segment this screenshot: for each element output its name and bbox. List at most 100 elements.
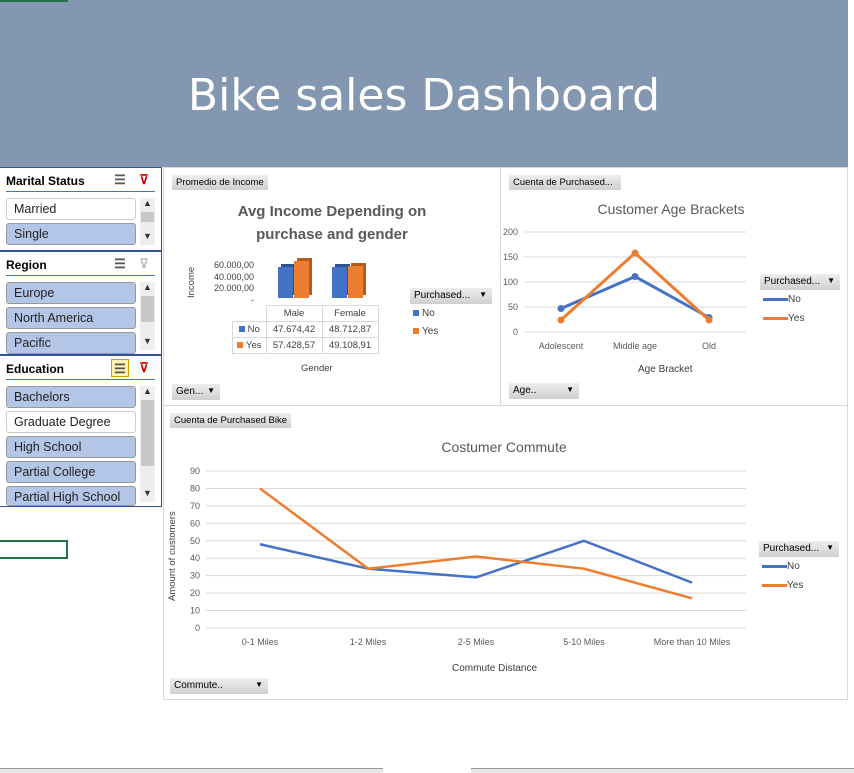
active-cell[interactable] — [0, 540, 68, 559]
slicer-item-partial-high-school[interactable]: Partial High School — [6, 486, 136, 506]
slicer-title: Marital Status — [6, 174, 85, 188]
scroll-up-icon[interactable]: ▲ — [143, 386, 152, 396]
x-tick-label: 2-5 Miles — [458, 637, 495, 647]
slicer-item-pacific[interactable]: Pacific — [6, 332, 136, 354]
data-point — [631, 249, 639, 257]
x-tick-label: More than 10 Miles — [654, 637, 731, 647]
x-tick-label: 0-1 Miles — [242, 637, 279, 647]
slicer-item-europe[interactable]: Europe — [6, 282, 136, 304]
y-tick-label: 40 — [190, 553, 200, 563]
data-point — [557, 305, 565, 312]
scroll-down-icon[interactable]: ▼ — [143, 336, 152, 346]
slicer-education: Education ☰ ⊽ Bachelors Graduate Degree … — [0, 355, 162, 507]
dashboard-title: Bike sales Dashboard — [187, 70, 661, 121]
legend-item-yes: Yes — [763, 313, 804, 324]
value-field-button[interactable]: Promedio de Income — [172, 175, 268, 190]
bar-plot-area — [262, 254, 382, 304]
scroll-down-icon[interactable]: ▼ — [143, 488, 152, 498]
slicer-header: Marital Status ☰ ⊽ — [6, 168, 155, 192]
y-tick: - — [251, 294, 254, 305]
chart-title: Customer Age Brackets — [597, 201, 745, 217]
scrollbar[interactable]: ▲ ▼ — [140, 386, 155, 502]
y-tick-label: 10 — [190, 606, 200, 616]
bar-male-no — [278, 267, 293, 298]
axis-filter-dropdown[interactable]: Commute.. ▼ — [170, 678, 268, 694]
value-field-button[interactable]: Cuenta de Purchased Bike — [170, 413, 292, 428]
y-axis-label: Income — [186, 266, 197, 298]
bar-female-yes — [348, 266, 363, 298]
commute-line-chart: 0 10 20 30 40 50 60 70 80 90 0-1 Miles 1-2 Miles 2-5… — [190, 466, 746, 647]
x-tick-label: 1-2 Miles — [350, 637, 387, 647]
category-label: Female — [321, 305, 379, 322]
slicer-item-partial-college[interactable]: Partial College — [6, 461, 136, 483]
y-tick-label: 20 — [190, 588, 200, 598]
series-line-yes — [559, 250, 711, 322]
scroll-up-icon[interactable]: ▲ — [143, 282, 152, 292]
y-tick-label: 0 — [513, 327, 518, 337]
legend-item-no: No — [413, 308, 435, 319]
axis-filter-dropdown[interactable]: Age.. ▼ — [509, 383, 579, 399]
scroll-down-icon[interactable]: ▼ — [143, 231, 152, 241]
legend-filter-dropdown[interactable]: Purchased... ▼ — [759, 541, 839, 557]
slicer-region: Region ☰ ⊽ Europe North America Pacific … — [0, 251, 162, 355]
y-tick: 60.000,00 — [213, 260, 254, 270]
scrollbar[interactable]: ▲ ▼ — [140, 282, 155, 350]
slicer-marital-status: Marital Status ☰ ⊽ Married Single ▲ ▼ — [0, 167, 162, 251]
legend-item-no: No — [762, 561, 800, 572]
slicer-item-single[interactable]: Single — [6, 223, 136, 245]
slicer-item-north-america[interactable]: North America — [6, 307, 136, 329]
value-field-button[interactable]: Cuenta de Purchased... — [509, 175, 621, 190]
y-axis-label: Amount of customers — [167, 511, 178, 601]
slicer-item-high-school[interactable]: High School — [6, 436, 136, 458]
data-value: 57.428,57 — [265, 337, 323, 354]
income-chart-panel: Promedio de Income Avg Income Depending … — [163, 167, 501, 406]
scroll-up-icon[interactable]: ▲ — [143, 198, 152, 208]
sheet-scrollbar[interactable] — [0, 768, 383, 773]
legend-filter-dropdown[interactable]: Purchased... ▼ — [410, 288, 492, 304]
clear-filter-icon[interactable]: ⊽ — [139, 172, 149, 187]
slicer-item-graduate-degree[interactable]: Graduate Degree — [6, 411, 136, 433]
legend-filter-dropdown[interactable]: Purchased... ▼ — [760, 274, 840, 290]
slicer-title: Education — [6, 362, 65, 376]
x-tick-label: Middle age — [613, 341, 657, 351]
commute-chart-panel: Cuenta de Purchased Bike 0 10 20 30 40 50 60 70… — [163, 405, 848, 700]
series-line-no — [560, 274, 710, 319]
x-axis-label: Age Bracket — [638, 364, 693, 375]
selected-cell-indicator — [0, 0, 68, 2]
data-value: 49.108,91 — [321, 337, 379, 354]
series-line-no — [259, 539, 693, 584]
x-tick-label: Adolescent — [539, 341, 584, 351]
y-tick-label: 200 — [503, 227, 518, 237]
bar-male-yes — [294, 260, 309, 298]
clear-filter-icon[interactable]: ⊽ — [139, 360, 149, 375]
horizontal-scrollbar[interactable] — [471, 768, 854, 773]
y-tick-label: 60 — [190, 518, 200, 528]
y-tick-label: 30 — [190, 571, 200, 581]
bar-female-no — [332, 266, 347, 298]
data-table: Male Female No 47.674,42 48.712,87 Yes 57.42… — [232, 305, 379, 354]
y-tick-label: 150 — [503, 252, 518, 262]
y-tick-label: 90 — [190, 466, 200, 476]
multi-select-icon[interactable]: ☰ — [111, 359, 129, 377]
scrollbar[interactable]: ▲ ▼ — [140, 198, 155, 245]
axis-filter-dropdown[interactable]: Gen... ▼ — [172, 384, 220, 400]
multi-select-icon[interactable]: ☰ — [114, 256, 126, 271]
data-value: 48.712,87 — [321, 321, 379, 338]
y-axis-ticks: 60.000,00 40.000,00 20.000,00 - — [206, 260, 254, 306]
chart-title: Costumer Commute — [441, 439, 567, 455]
x-axis-label: Commute Distance — [452, 663, 538, 674]
data-point — [631, 273, 639, 280]
y-tick-label: 50 — [190, 536, 200, 546]
legend-item-yes: Yes — [762, 580, 803, 591]
chart-title: Avg Income Depending on purchase and gen… — [237, 203, 427, 243]
clear-filter-icon[interactable]: ⊽ — [139, 256, 149, 271]
slicer-header: Education ☰ ⊽ — [6, 356, 155, 380]
slicer-header: Region ☰ ⊽ — [6, 252, 155, 276]
age-chart-panel: Cuenta de Purchased... 0 50 100 150 200 Adole… — [500, 167, 848, 406]
age-line-chart: 0 50 100 150 200 Adolescent Middle age Old — [503, 227, 746, 351]
slicer-item-bachelors[interactable]: Bachelors — [6, 386, 136, 408]
series-line-yes — [259, 487, 693, 600]
slicer-item-married[interactable]: Married — [6, 198, 136, 220]
data-point — [705, 316, 713, 324]
multi-select-icon[interactable]: ☰ — [114, 172, 126, 187]
